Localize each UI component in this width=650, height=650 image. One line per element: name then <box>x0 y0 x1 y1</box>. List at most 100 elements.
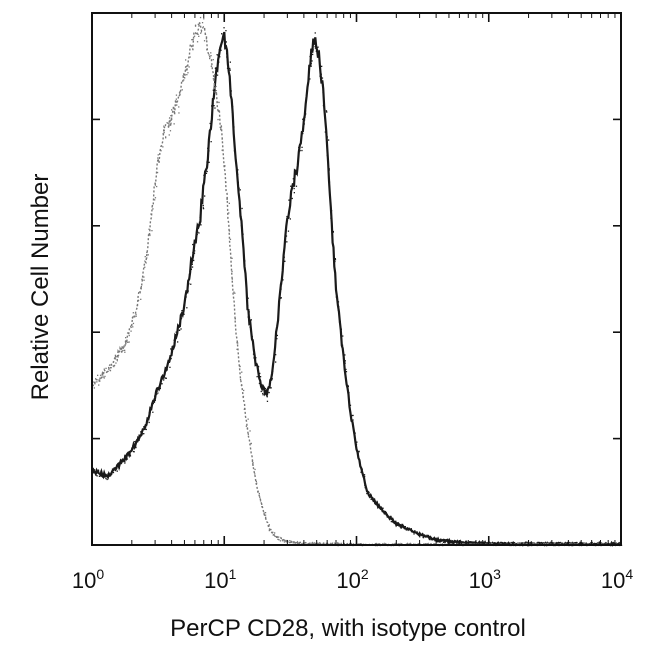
speckle-point <box>257 366 260 368</box>
speckle-point <box>166 369 168 371</box>
speckle-point <box>177 341 179 343</box>
speckle-point <box>410 528 412 530</box>
speckle-point <box>159 387 161 389</box>
speckle-point <box>266 396 268 398</box>
speckle-point <box>371 498 373 500</box>
speckle-point <box>264 512 267 514</box>
speckle-point <box>431 538 433 540</box>
speckle-point <box>212 59 214 61</box>
speckle-point <box>154 399 156 401</box>
data-point <box>252 464 254 467</box>
speckle-point <box>417 533 420 535</box>
speckle-point <box>376 502 378 504</box>
speckle-point <box>348 392 350 394</box>
speckle-point <box>161 378 163 380</box>
speckle-point <box>214 67 217 69</box>
speckle-point <box>240 215 242 218</box>
speckle-point <box>156 390 159 392</box>
speckle-point <box>309 55 311 58</box>
speckle-point <box>202 207 204 209</box>
speckle-point <box>252 462 254 464</box>
speckle-point <box>127 453 129 456</box>
speckle-point <box>436 541 438 543</box>
speckle-point <box>295 185 298 187</box>
speckle-point <box>169 366 171 368</box>
speckle-point <box>282 540 284 542</box>
speckle-point <box>318 49 320 52</box>
speckle-point <box>291 197 293 200</box>
speckle-point <box>254 473 256 475</box>
data-point <box>226 198 228 200</box>
speckle-point <box>271 372 273 374</box>
speckle-point <box>145 428 147 431</box>
data-point <box>271 374 273 376</box>
data-point <box>297 161 299 163</box>
speckle-point <box>332 245 335 247</box>
speckle-point <box>272 370 274 372</box>
speckle-point <box>334 259 337 261</box>
speckle-point <box>478 541 480 543</box>
speckle-point <box>228 230 231 232</box>
data-point <box>217 54 219 57</box>
speckle-point <box>257 366 259 369</box>
speckle-point <box>568 543 571 545</box>
speckle-point <box>217 101 219 103</box>
data-point <box>240 225 243 227</box>
speckle-point <box>393 520 395 522</box>
speckle-point <box>375 501 377 503</box>
speckle-point <box>181 310 183 312</box>
speckle-point <box>386 513 388 515</box>
speckle-point <box>319 542 321 544</box>
speckle-point <box>210 141 212 143</box>
speckle-point <box>142 433 144 435</box>
speckle-point <box>197 231 199 233</box>
speckle-point <box>365 485 367 487</box>
speckle-point <box>229 69 231 71</box>
speckle-point <box>292 178 294 180</box>
speckle-point <box>368 491 370 493</box>
speckle-point <box>233 126 235 128</box>
speckle-point <box>299 143 301 146</box>
speckle-point <box>191 39 193 41</box>
speckle-point <box>203 174 205 176</box>
speckle-point <box>239 215 241 217</box>
speckle-point <box>377 505 379 507</box>
speckle-point <box>337 543 339 545</box>
speckle-point <box>276 334 278 337</box>
speckle-point <box>440 539 442 541</box>
speckle-point <box>330 202 332 204</box>
speckle-point <box>294 542 297 544</box>
speckle-point <box>328 168 330 170</box>
x-tick-label: 101 <box>204 566 236 593</box>
speckle-point <box>182 75 184 77</box>
speckle-point <box>188 274 191 276</box>
speckle-point <box>225 181 227 183</box>
speckle-point <box>434 539 436 541</box>
speckle-point <box>149 411 151 414</box>
speckle-point <box>124 351 126 353</box>
speckle-point <box>407 528 409 530</box>
speckle-point <box>188 283 190 285</box>
speckle-point <box>286 215 288 218</box>
speckle-point <box>112 468 114 470</box>
speckle-point <box>212 78 214 80</box>
speckle-point <box>212 89 214 91</box>
speckle-point <box>215 72 217 75</box>
speckle-point <box>95 378 97 380</box>
speckle-point <box>204 195 206 197</box>
speckle-point <box>187 290 189 292</box>
speckle-point <box>342 335 344 337</box>
speckle-point <box>433 538 435 541</box>
data-point <box>223 33 226 36</box>
speckle-point <box>218 61 220 63</box>
speckle-point <box>278 536 280 538</box>
speckle-point <box>261 503 263 505</box>
speckle-point <box>285 235 288 237</box>
speckle-point <box>401 543 403 545</box>
speckle-point <box>422 537 425 539</box>
speckle-point <box>369 494 371 497</box>
speckle-point <box>259 376 262 378</box>
speckle-point <box>242 242 244 244</box>
speckle-point <box>398 525 400 527</box>
